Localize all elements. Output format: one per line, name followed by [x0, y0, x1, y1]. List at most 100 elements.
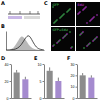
- y-axis: 0 10 20 30: [71, 63, 78, 101]
- cell-dot: [84, 7, 85, 8]
- cell-dot: [81, 32, 82, 33]
- tick-mark: [43, 81, 45, 82]
- bar: [47, 71, 53, 98]
- panel-label: B: [1, 23, 5, 29]
- micrograph: [51, 27, 75, 51]
- bar-plot: [14, 70, 29, 98]
- tick: 5: [40, 80, 44, 84]
- cell-dot: [96, 14, 97, 15]
- cell-dot: [94, 38, 95, 39]
- timeline-tick: [30, 11, 31, 14]
- cell-dot: [66, 33, 67, 34]
- schematic-box: [24, 16, 40, 19]
- cell-dot: [77, 13, 78, 14]
- micrographs: GFPEdUGFP+EdU: [51, 2, 100, 51]
- x-axis: [78, 98, 98, 100]
- tick-mark: [76, 64, 78, 65]
- timeline: [8, 14, 40, 15]
- error-bar: [49, 67, 50, 70]
- cell-dot: [96, 36, 97, 37]
- tick: 40: [5, 63, 11, 67]
- image-label: GFP: [53, 3, 59, 7]
- cell-dot: [79, 11, 80, 12]
- axis-line: [6, 32, 7, 51]
- cell-dot: [61, 15, 62, 16]
- axis-line: [77, 65, 78, 99]
- cell-dot: [55, 20, 56, 21]
- cell-dot: [69, 31, 70, 32]
- y-axis: 0 20 40: [5, 63, 12, 101]
- tick-mark: [76, 87, 78, 88]
- cell-dot: [56, 42, 57, 43]
- cell-dot: [95, 37, 96, 38]
- tick: 0: [40, 97, 44, 101]
- error-bar: [91, 75, 92, 77]
- cell-dot: [83, 8, 84, 9]
- cell-dot: [54, 21, 55, 22]
- tick-label: 30: [71, 63, 75, 67]
- bar: [14, 73, 20, 99]
- bar: [88, 78, 94, 98]
- cell-dot: [67, 10, 68, 11]
- tick-mark: [43, 64, 45, 65]
- tick-label: 5: [40, 80, 42, 84]
- schematic: [8, 11, 40, 19]
- cell-dot: [59, 39, 60, 40]
- cell-dot: [65, 34, 66, 35]
- image-label: GFP+EdU: [53, 28, 69, 32]
- tick: 0: [73, 97, 77, 101]
- cell-dot: [63, 36, 64, 37]
- x-axis: [45, 98, 65, 100]
- tick-mark: [10, 98, 12, 99]
- cell-dot: [62, 37, 63, 38]
- axis-line: [7, 50, 45, 51]
- histogram-plot: [6, 36, 44, 50]
- cell-dot: [92, 40, 93, 41]
- tick: 20: [5, 80, 11, 84]
- cell-dot: [93, 39, 94, 40]
- cell-dot: [57, 41, 58, 42]
- error-bar: [82, 73, 83, 75]
- cell-dot: [85, 6, 86, 7]
- cell-dot: [90, 19, 91, 20]
- axis-line: [11, 65, 12, 99]
- cell-dot: [66, 11, 67, 12]
- tick: 20: [71, 74, 77, 78]
- cell-dot: [78, 12, 79, 13]
- cell-dot: [52, 45, 53, 46]
- cell-dot: [82, 31, 83, 32]
- histogram-area: [6, 37, 44, 50]
- axis-line: [12, 98, 32, 99]
- cell-dot: [71, 46, 72, 47]
- micrograph: [51, 2, 75, 26]
- tick: 0: [7, 97, 11, 101]
- micrograph: [76, 2, 100, 26]
- tick: 30: [71, 63, 77, 67]
- cell-dot: [86, 45, 87, 46]
- cell-dot: [69, 8, 70, 9]
- cell-dot: [93, 16, 94, 17]
- cell-dot: [82, 9, 83, 10]
- x-axis: [7, 50, 45, 51]
- cell-dot: [58, 40, 59, 41]
- tick-label: 10: [38, 63, 42, 67]
- panel-label: D: [1, 55, 5, 61]
- axis-line: [78, 98, 98, 99]
- bar: [55, 81, 61, 98]
- cell-dot: [80, 33, 81, 34]
- panel-label: C: [44, 0, 48, 6]
- schematic-box: [8, 16, 22, 19]
- error-bar: [58, 78, 59, 81]
- x-axis: [12, 98, 32, 100]
- tick-mark: [76, 98, 78, 99]
- micrograph: [76, 27, 100, 51]
- cell-dot: [60, 16, 61, 17]
- panel-label: A: [1, 0, 5, 6]
- cell-dot: [86, 22, 87, 23]
- tick: 10: [38, 63, 44, 67]
- tick-label: 10: [71, 85, 75, 89]
- cell-dot: [64, 35, 65, 36]
- axis-line: [44, 65, 45, 99]
- panel-label: F: [67, 55, 70, 61]
- error-bar: [25, 77, 26, 80]
